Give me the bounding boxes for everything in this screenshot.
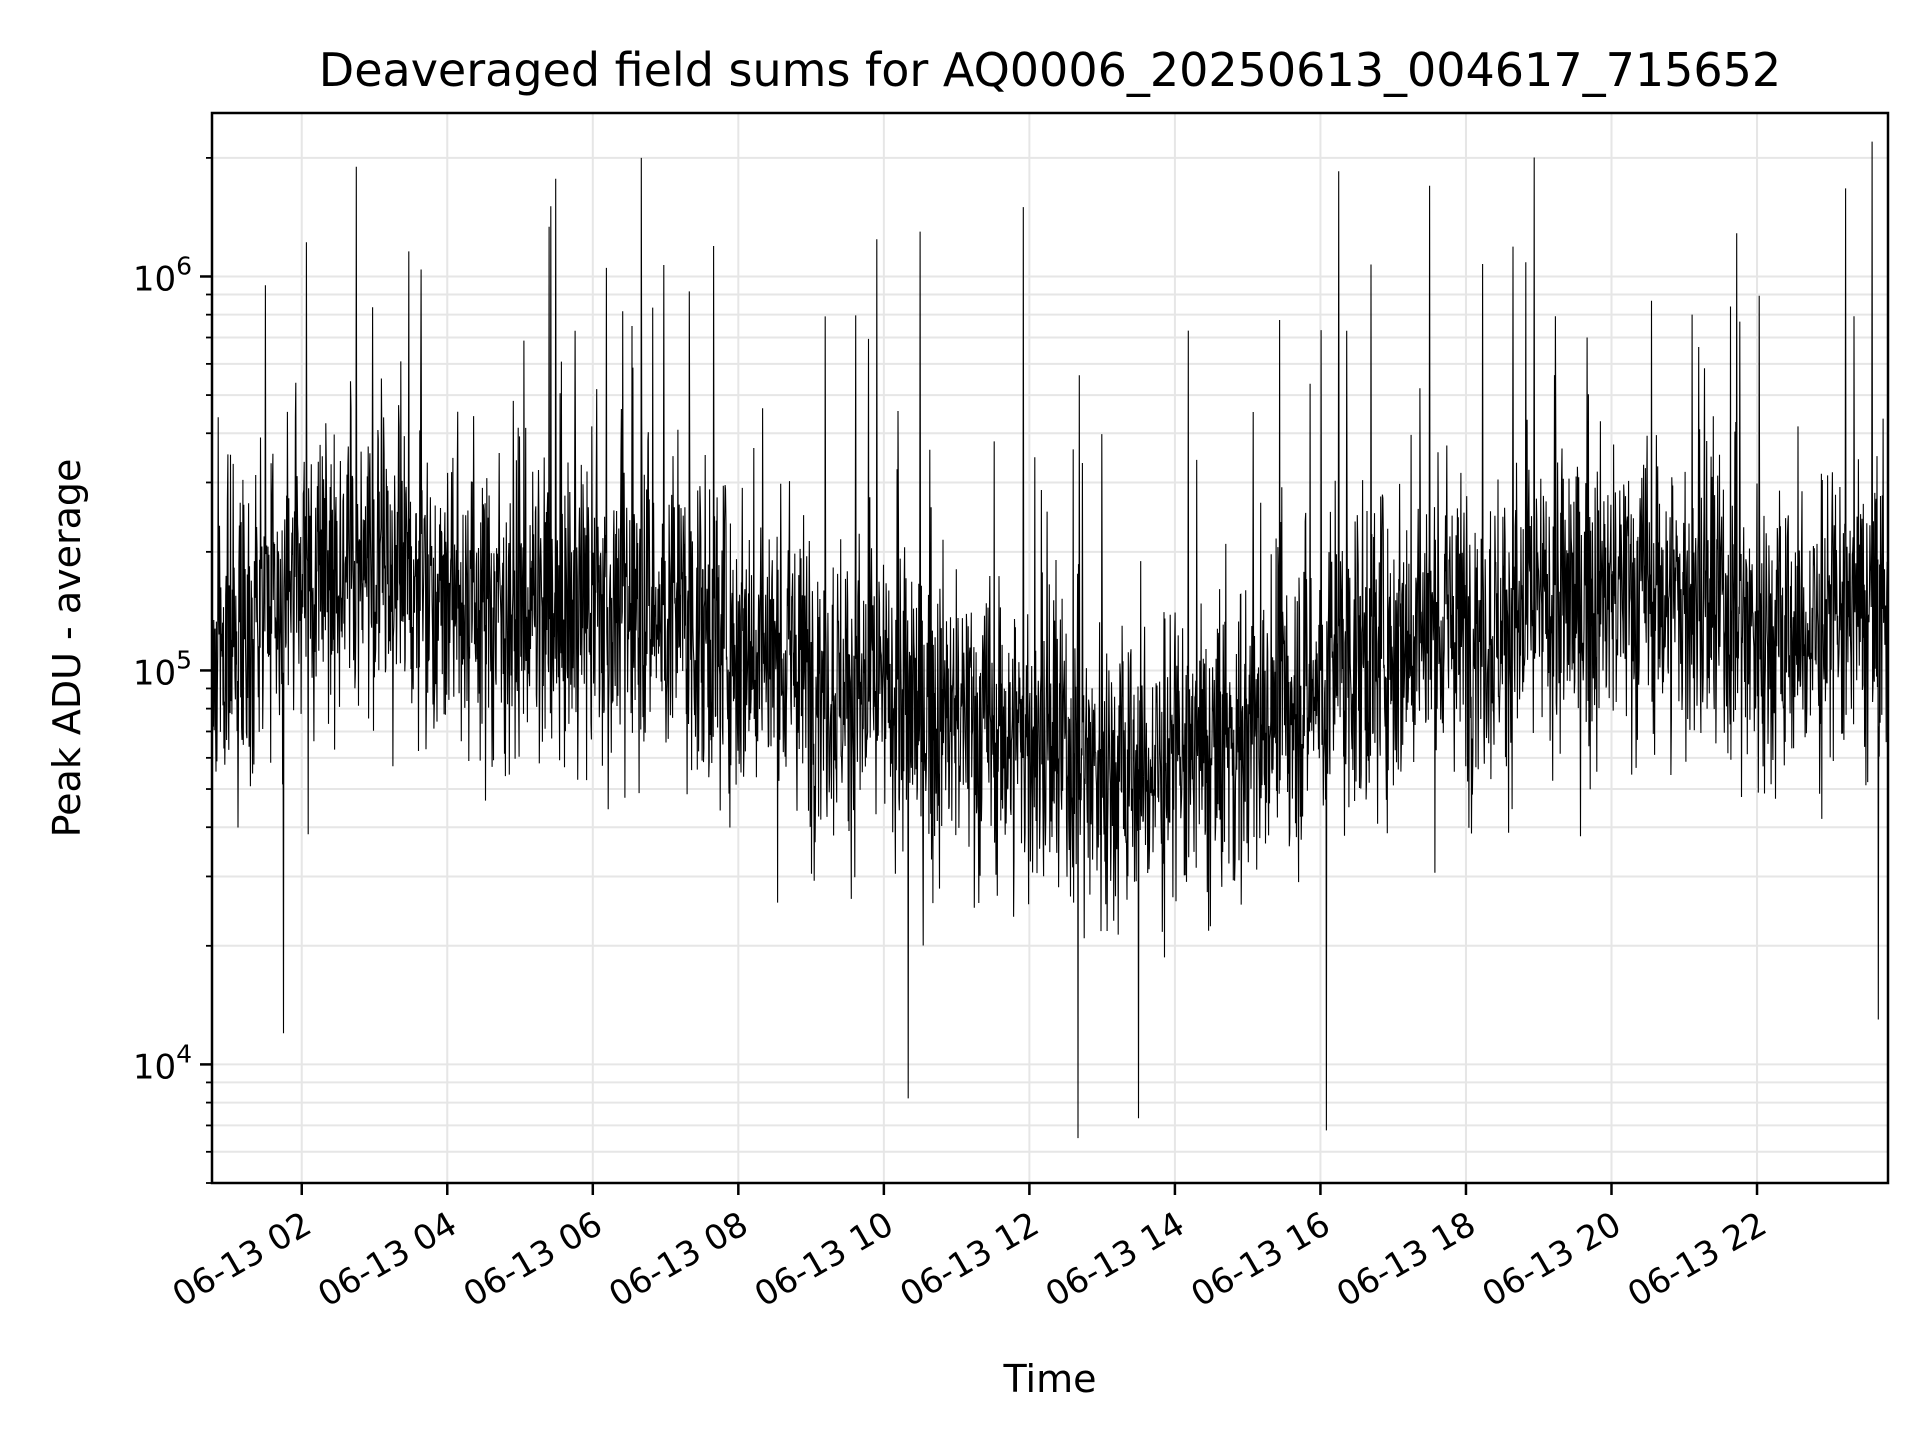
x-tick-label: 06-13 02 [166, 1204, 318, 1315]
y-tick-base: 10 [133, 1047, 176, 1087]
y-tick-label: 105 [133, 645, 192, 693]
x-tick-label: 06-13 08 [602, 1204, 754, 1315]
y-tick-label: 106 [133, 251, 192, 299]
y-axis-label: Peak ADU - average [45, 459, 89, 838]
x-tick-label: 06-13 20 [1476, 1204, 1628, 1315]
y-tick-label: 104 [133, 1039, 192, 1087]
x-tick-label: 06-13 14 [1039, 1204, 1191, 1315]
x-tick-label: 06-13 10 [748, 1204, 900, 1315]
x-tick-label: 06-13 22 [1621, 1204, 1773, 1315]
chart-title: Deaveraged field sums for AQ0006_2025061… [319, 43, 1781, 97]
x-tick-label: 06-13 16 [1185, 1204, 1337, 1315]
x-tick-label: 06-13 04 [311, 1204, 463, 1315]
y-tick-exponent: 5 [176, 645, 192, 674]
x-tick-label: 06-13 06 [457, 1204, 609, 1315]
x-axis-label: Time [1003, 1357, 1097, 1401]
plot-frame [210, 111, 1890, 1185]
y-tick-exponent: 6 [176, 251, 192, 280]
x-tick-label: 06-13 12 [893, 1204, 1045, 1315]
x-tick-label: 06-13 18 [1330, 1204, 1482, 1315]
y-tick-base: 10 [133, 259, 176, 299]
y-tick-base: 10 [133, 653, 176, 693]
y-tick-exponent: 4 [176, 1039, 192, 1068]
series-line [212, 141, 1888, 1139]
